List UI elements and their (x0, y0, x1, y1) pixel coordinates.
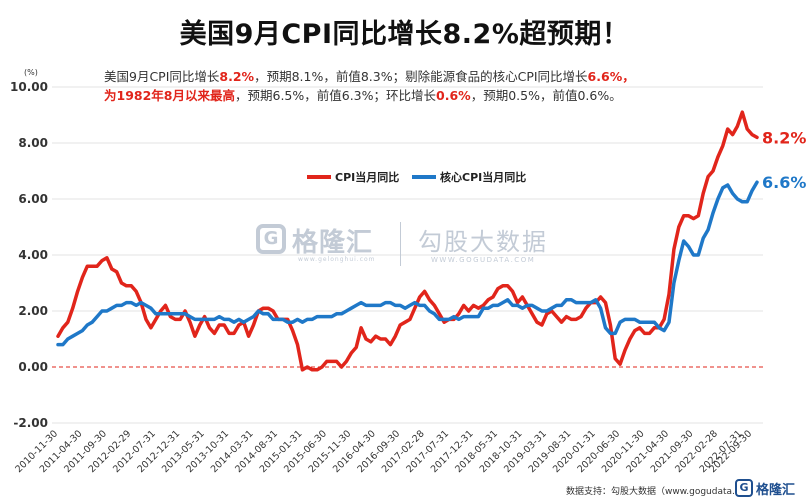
corner-logo-icon: G (735, 479, 753, 497)
note-segment: 8.2% (219, 69, 255, 84)
legend-label: 核心CPI当月同比 (440, 170, 526, 184)
watermark-logo-icon: G (256, 224, 286, 254)
legend-label: CPI当月同比 (335, 170, 399, 184)
y-tick-label: 6.00 (18, 192, 48, 206)
y-tick-label: -2.00 (13, 416, 48, 430)
y-tick-label: 4.00 (18, 248, 48, 262)
corner-logo-text: 格隆汇 (756, 482, 796, 498)
y-tick-label: 0.00 (18, 360, 48, 374)
watermark-brand-url: www.gelonghui.com (298, 256, 376, 263)
y-axis-unit: (%) (24, 68, 38, 77)
watermark-gogu-url: WWW.GOGUDATA.COM (431, 256, 536, 264)
note-segment: ，预期8.1%，前值8.3%；剔除能源食品的核心CPI同比增长 (254, 69, 588, 84)
series-end-label: 6.6% (762, 173, 806, 192)
y-tick-label: 2.00 (18, 304, 48, 318)
chart-title: 美国9月CPI同比增长8.2%超预期！ (179, 19, 630, 50)
series-line-cpi (56, 110, 759, 372)
summary-note-line-2: 为1982年8月以来最高，预期6.5%，前值6.3%；环比增长0.6%，预期0.… (104, 86, 804, 105)
watermark-brand: 格隆汇 (292, 228, 374, 258)
y-tick-label: 8.00 (18, 136, 48, 150)
summary-note-line-1: 美国9月CPI同比增长8.2%，预期8.1%，前值8.3%；剔除能源食品的核心C… (104, 67, 804, 86)
data-source-note: 数据支持：勾股大数据（www.gogudata.com） (566, 487, 764, 497)
note-segment: ，预期0.5%，前值0.6%。 (470, 88, 622, 103)
watermark-gogu: 勾股大数据 (418, 228, 548, 256)
note-segment: 0.6% (436, 88, 471, 103)
watermark-divider (400, 222, 401, 266)
series-end-label: 8.2% (762, 128, 806, 147)
note-segment: 为1982年8月以来最高 (104, 88, 235, 103)
note-segment: 6.6%， (587, 69, 635, 84)
note-segment: ，预期6.5%，前值6.3%；环比增长 (235, 88, 437, 103)
y-tick-label: 10.00 (10, 80, 48, 94)
note-segment: 美国9月CPI同比增长 (104, 69, 220, 84)
series-line-core-cpi (56, 180, 759, 347)
corner-logo: G 格隆汇 (735, 474, 809, 502)
